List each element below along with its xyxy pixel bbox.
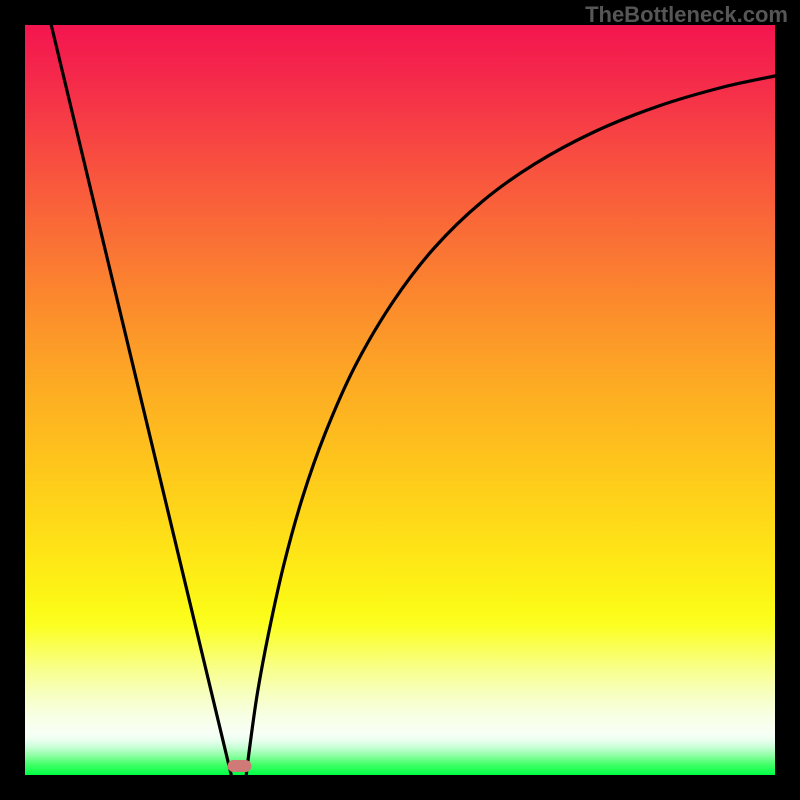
- chart-svg: [0, 0, 800, 800]
- chart-container: TheBottleneck.com: [0, 0, 800, 800]
- optimum-marker: [228, 760, 252, 772]
- watermark-text: TheBottleneck.com: [585, 2, 788, 28]
- plot-area: [25, 25, 775, 775]
